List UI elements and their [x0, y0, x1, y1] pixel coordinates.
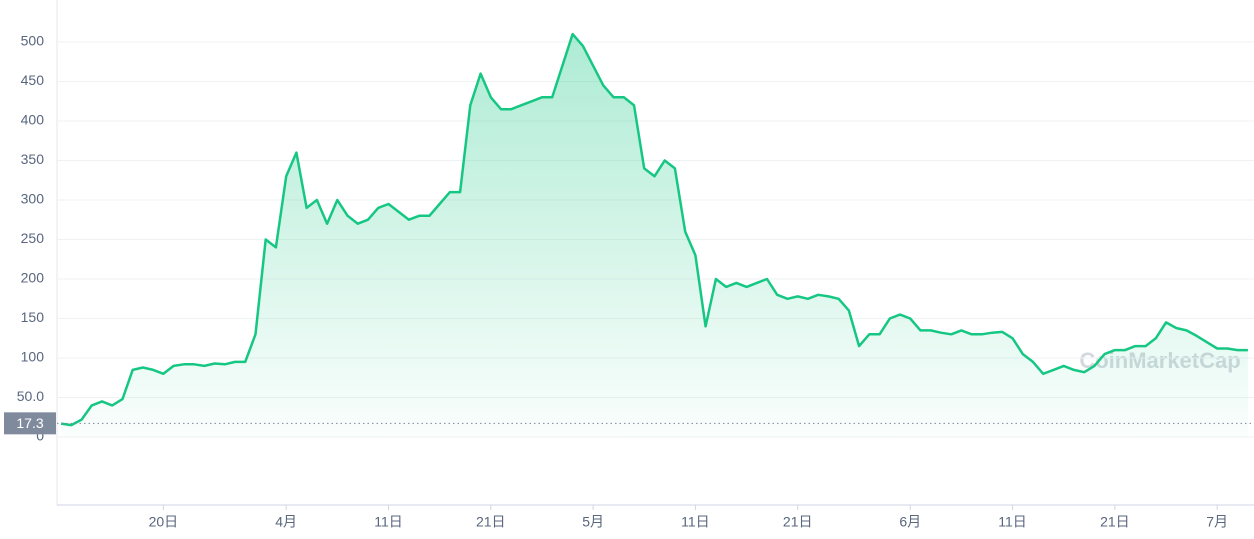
x-tick-label: 11日 [374, 514, 403, 530]
x-tick-label: 21日 [783, 514, 813, 530]
y-tick-label: 350 [21, 151, 45, 167]
x-tick-label: 20日 [149, 514, 179, 530]
reference-label-box [4, 412, 56, 435]
x-tick-label: 6月 [899, 514, 921, 530]
y-tick-label: 300 [21, 191, 45, 207]
y-tick-label: 250 [21, 230, 45, 246]
x-tick-label: 11日 [681, 514, 710, 530]
x-tick-label: 5月 [582, 514, 604, 530]
y-tick-label: 200 [21, 270, 45, 286]
reference-label: 17.3 [16, 415, 43, 431]
y-tick-label: 150 [21, 309, 45, 325]
x-tick-label: 21日 [1100, 514, 1130, 530]
y-tick-label: 450 [21, 72, 45, 88]
x-tick-label: 7月 [1206, 514, 1228, 530]
y-tick-label: 100 [21, 349, 45, 365]
x-tick-label: 4月 [275, 514, 297, 530]
area [61, 34, 1248, 437]
y-tick-label: 500 [21, 33, 45, 49]
x-tick-label: 11日 [998, 514, 1027, 530]
y-tick-label: 400 [21, 112, 45, 128]
y-tick-label: 50.0 [17, 388, 44, 404]
line [60, 32, 1248, 427]
y-tick-label: 0 [36, 428, 44, 444]
x-tick-label: 21日 [476, 514, 506, 530]
